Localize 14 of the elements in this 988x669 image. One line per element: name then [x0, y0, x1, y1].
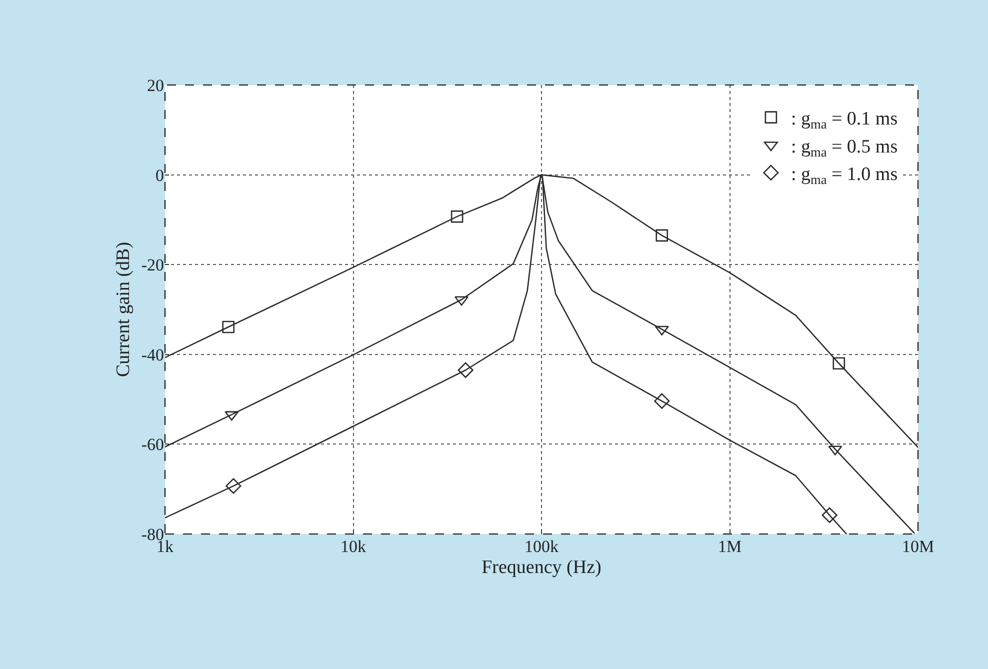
y-tick-label: 20: [147, 76, 164, 95]
x-tick-label: 10k: [340, 537, 366, 556]
x-tick-label: 100k: [524, 537, 559, 556]
legend-label: : g$_{ma}$ = 0.5 ms: [790, 136, 898, 160]
x-tick-label: 1M: [718, 537, 742, 556]
legend-label: : g$_{ma}$ = 0.1 ms: [790, 108, 898, 132]
x-tick-label: 10M: [902, 537, 934, 556]
y-tick-label: 0: [156, 166, 164, 185]
y-axis-title: Current gain (dB): [113, 242, 134, 378]
legend-label: : g$_{ma}$ = 1.0 ms: [790, 164, 898, 188]
x-axis-title: Frequency (Hz): [482, 556, 602, 578]
y-tick-label: -40: [141, 345, 164, 364]
y-tick-label: -60: [141, 435, 164, 454]
y-tick-label: -20: [141, 256, 164, 275]
